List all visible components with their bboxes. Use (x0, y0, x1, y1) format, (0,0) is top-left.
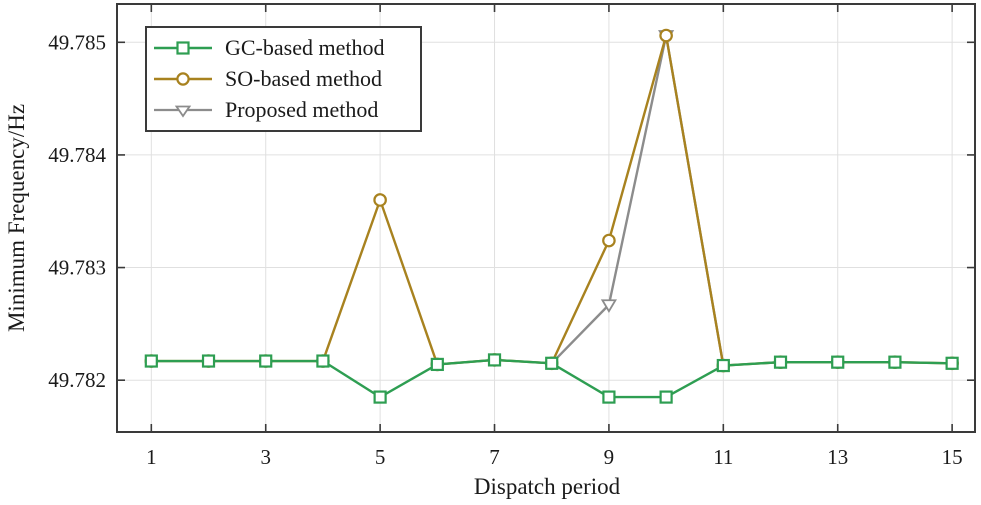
data-point-marker (487, 353, 502, 367)
x-tick-label: 3 (260, 445, 271, 469)
data-point-marker (888, 355, 902, 369)
proposed-line-triangle-marker-icon (154, 105, 212, 118)
legend-item-proposed-method: Proposed method (153, 94, 414, 125)
legend-label: Proposed method (225, 96, 379, 122)
data-point-marker (430, 357, 444, 372)
plot-border (116, 3, 976, 433)
y-tick-label: 49.783 (48, 256, 106, 280)
gc-line-square-marker-icon (154, 41, 212, 55)
y-tick-label: 49.782 (48, 368, 106, 392)
data-point-marker (373, 193, 387, 207)
x-tick-label: 13 (827, 445, 848, 469)
data-point-marker (316, 354, 330, 368)
data-point-marker (373, 390, 387, 404)
data-point-marker (144, 354, 158, 368)
data-point-marker (659, 390, 673, 404)
data-point-marker (945, 356, 959, 370)
y-tick-label: 49.785 (48, 30, 106, 54)
data-point-marker (602, 390, 616, 404)
data-point-marker (602, 233, 616, 248)
legend-item-so-based-method: SO-based method (153, 64, 414, 95)
x-axis-title: Dispatch period (473, 474, 621, 499)
data-point-marker (659, 28, 673, 43)
data-point-marker (259, 354, 273, 368)
so-line-circle-marker-icon (154, 72, 212, 86)
data-point-marker (773, 355, 788, 369)
data-point-marker (600, 299, 617, 313)
legend-label: SO-based method (225, 66, 383, 91)
y-tick-label: 49.784 (48, 143, 106, 167)
legend-item-gc-based-method: GC-based method (153, 33, 414, 64)
y-axis-title: Minimum Frequency/Hz (4, 103, 29, 333)
x-tick-label: 5 (375, 445, 386, 469)
x-tick-label: 11 (713, 445, 733, 469)
data-point-marker (545, 356, 559, 370)
x-tick-label: 7 (489, 445, 500, 469)
data-point-marker (716, 358, 730, 373)
x-tick-label: 15 (942, 445, 963, 469)
proposed-method-line (550, 34, 725, 366)
x-tick-label: 1 (146, 445, 157, 469)
data-point-marker (201, 354, 216, 368)
legend: GC-based method SO-based method Proposed… (145, 26, 422, 132)
legend-label: GC-based method (225, 35, 385, 61)
data-point-marker (831, 355, 845, 369)
x-tick-label: 9 (604, 445, 615, 469)
